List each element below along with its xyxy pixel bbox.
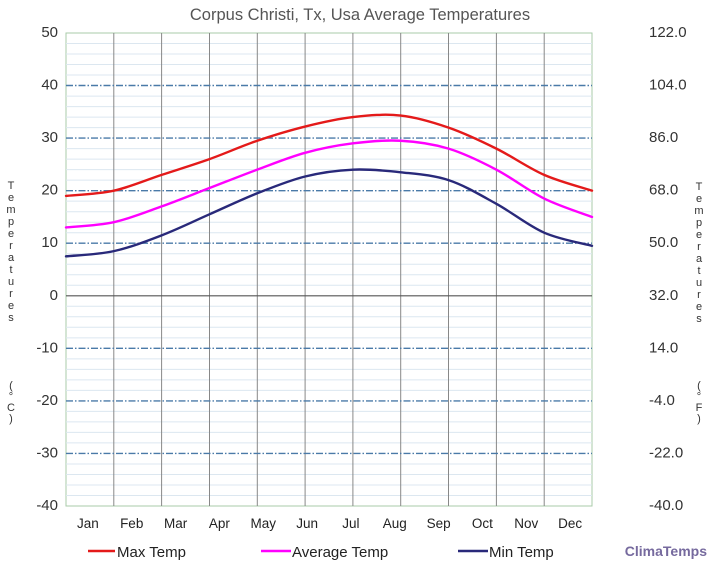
svg-text:May: May — [251, 516, 277, 531]
svg-text:a: a — [696, 253, 703, 265]
svg-text:r: r — [697, 289, 701, 301]
svg-text:t: t — [9, 264, 12, 276]
svg-text:10: 10 — [41, 234, 58, 251]
svg-text:-40.0: -40.0 — [649, 497, 683, 514]
svg-text:e: e — [696, 229, 702, 241]
svg-text:e: e — [8, 300, 14, 312]
svg-text:u: u — [8, 276, 14, 288]
svg-text:r: r — [697, 241, 701, 253]
svg-text:Corpus Christi, Tx, Usa Averag: Corpus Christi, Tx, Usa Average Temperat… — [190, 6, 530, 24]
svg-text:68.0: 68.0 — [649, 182, 678, 199]
svg-text:122.0: 122.0 — [649, 24, 687, 41]
svg-text:r: r — [9, 288, 13, 300]
svg-text:e: e — [696, 193, 702, 205]
svg-text:p: p — [8, 216, 14, 228]
svg-text:-4.0: -4.0 — [649, 392, 675, 409]
svg-text:30: 30 — [41, 129, 58, 146]
svg-text:Dec: Dec — [558, 516, 582, 531]
svg-text:86.0: 86.0 — [649, 129, 678, 146]
svg-text:-20: -20 — [36, 392, 58, 409]
svg-text:Feb: Feb — [120, 516, 143, 531]
svg-text:40: 40 — [41, 77, 58, 94]
svg-text:e: e — [8, 192, 14, 204]
svg-text:Min Temp: Min Temp — [489, 544, 554, 561]
svg-text:m: m — [6, 204, 15, 216]
svg-text:r: r — [9, 240, 13, 252]
svg-text:a: a — [8, 252, 15, 264]
svg-text:-22.0: -22.0 — [649, 444, 683, 461]
svg-text:p: p — [696, 217, 702, 229]
svg-text:u: u — [696, 277, 702, 289]
svg-text:14.0: 14.0 — [649, 339, 678, 356]
svg-text:-30: -30 — [36, 444, 58, 461]
svg-text:0: 0 — [50, 287, 58, 304]
svg-text:T: T — [8, 180, 15, 192]
svg-text:50: 50 — [41, 24, 58, 41]
svg-text:): ) — [697, 413, 701, 425]
svg-text:Apr: Apr — [209, 516, 231, 531]
svg-text:e: e — [8, 228, 14, 240]
svg-text:Sep: Sep — [427, 516, 451, 531]
svg-text:Oct: Oct — [472, 516, 493, 531]
svg-text:Average Temp: Average Temp — [292, 544, 388, 561]
svg-text:): ) — [9, 413, 13, 425]
svg-text:20: 20 — [41, 182, 58, 199]
svg-text:T: T — [696, 181, 703, 193]
svg-text:-40: -40 — [36, 497, 58, 514]
svg-text:s: s — [696, 313, 702, 325]
svg-text:50.0: 50.0 — [649, 234, 678, 251]
svg-text:Aug: Aug — [383, 516, 407, 531]
svg-text:t: t — [697, 265, 700, 277]
svg-text:32.0: 32.0 — [649, 287, 678, 304]
svg-text:Jan: Jan — [77, 516, 99, 531]
svg-text:e: e — [696, 301, 702, 313]
svg-text:Jul: Jul — [342, 516, 359, 531]
svg-text:Mar: Mar — [164, 516, 188, 531]
svg-text:Max Temp: Max Temp — [117, 544, 186, 561]
svg-text:m: m — [694, 205, 703, 217]
svg-text:Jun: Jun — [296, 516, 318, 531]
svg-text:s: s — [8, 312, 14, 324]
svg-text:Nov: Nov — [514, 516, 538, 531]
svg-text:104.0: 104.0 — [649, 77, 687, 94]
svg-text:ClimaTemps: ClimaTemps — [625, 543, 707, 559]
svg-text:-10: -10 — [36, 339, 58, 356]
